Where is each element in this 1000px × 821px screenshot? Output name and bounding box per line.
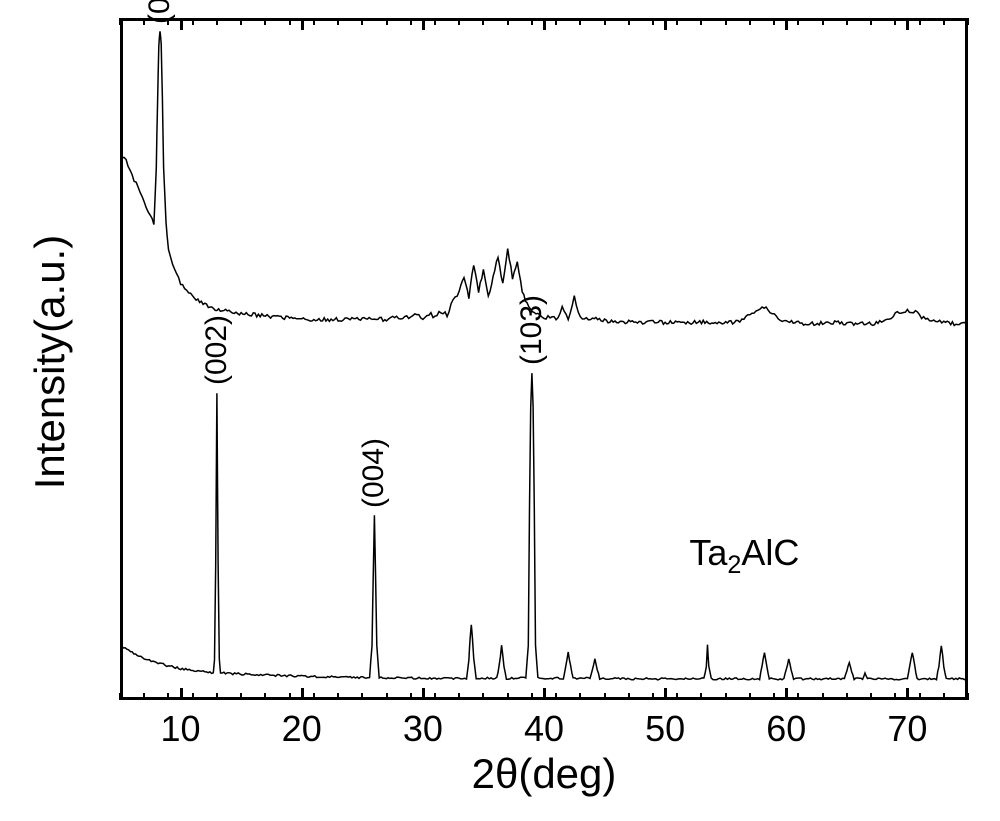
series-label-Ta2AlC: Ta2AlC [689,532,799,574]
series-Ta2CSb_MXene [120,31,968,325]
series-canvas [0,0,1000,821]
peak-label: (103) [515,285,549,375]
xrd-chart: 102030405060702θ(deg)Intensity(a.u.)Ta2A… [0,0,1000,821]
peak-label: (002) [143,0,177,34]
peak-label: (002) [200,305,234,395]
series-Ta2AlC [120,373,968,680]
peak-label: (004) [357,428,391,518]
